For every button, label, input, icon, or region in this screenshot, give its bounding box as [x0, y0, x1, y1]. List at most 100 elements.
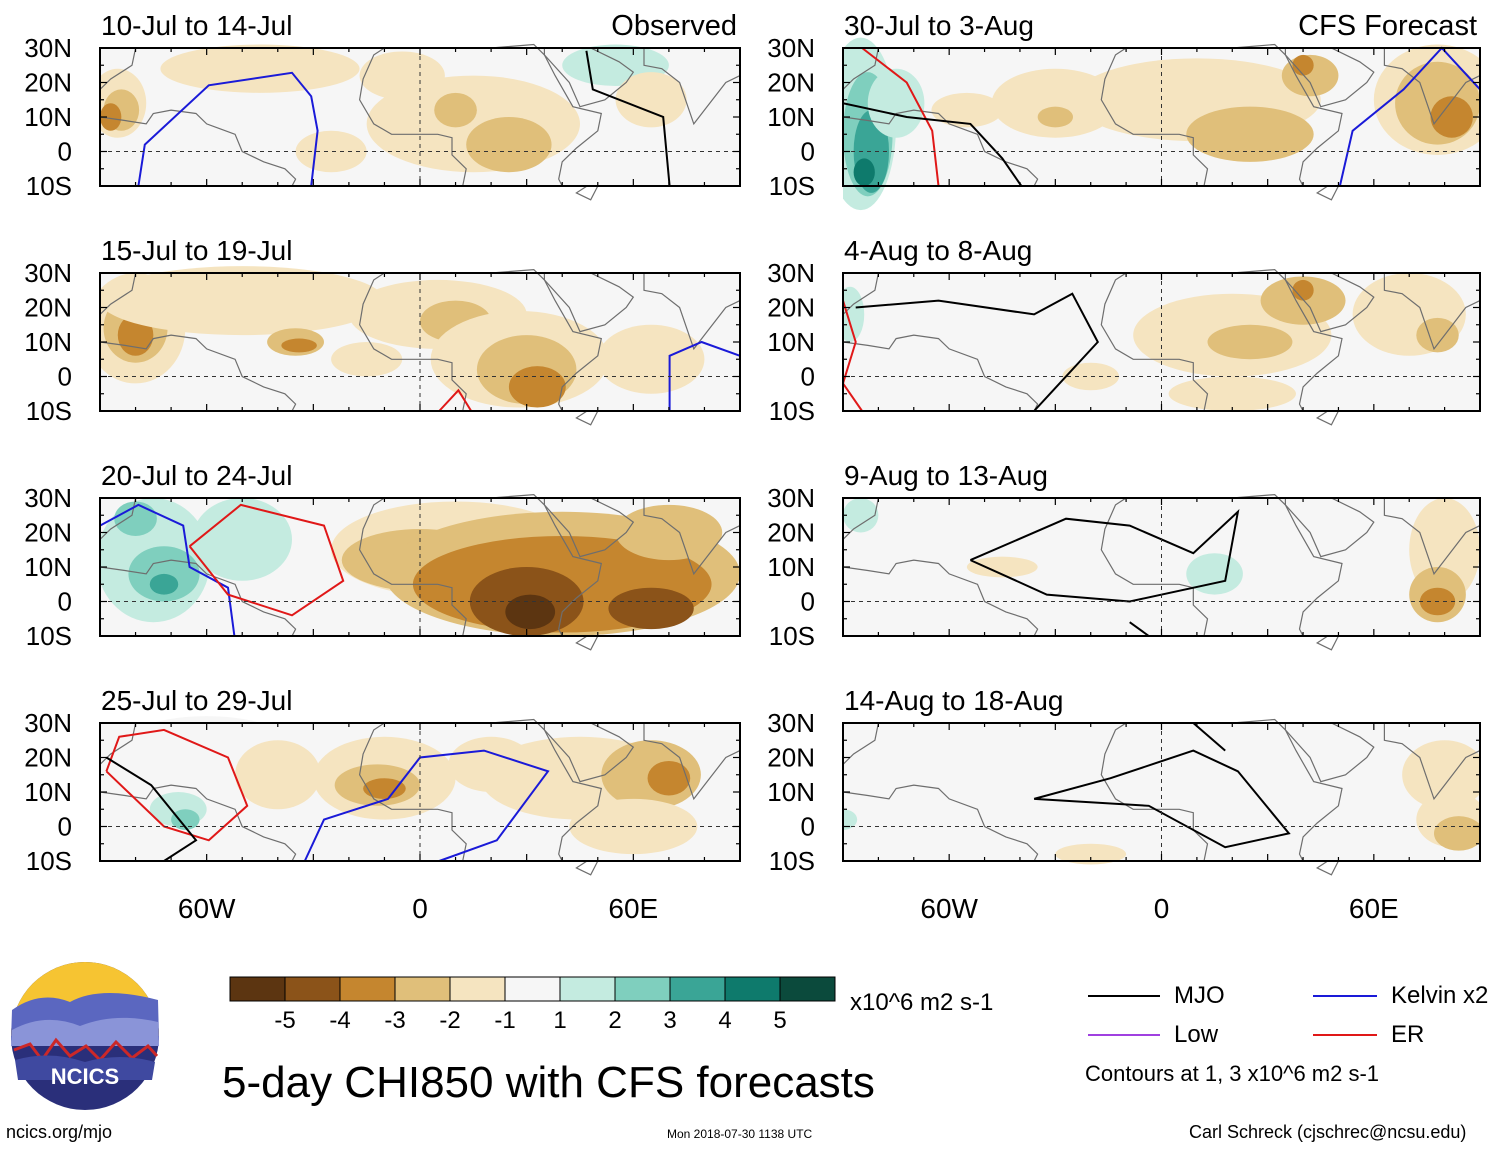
anomaly-shading [235, 740, 321, 810]
legend-item-low: Low [1088, 1021, 1218, 1049]
anomaly-shading [508, 366, 566, 408]
y-tick-label: 0 [801, 587, 815, 617]
anomaly-shading [1168, 376, 1296, 411]
panel-period-label: 14-Aug to 18-Aug [844, 685, 1064, 716]
ncics-logo: NCICS [11, 962, 159, 1110]
anomaly-shading [1062, 362, 1120, 391]
map-panel: 30N 20N 10N 0 10S 4-Aug to 8-Aug [767, 235, 1481, 426]
y-tick-label: 10N [24, 327, 72, 357]
coastline [843, 722, 880, 766]
wave-contour [668, 340, 740, 411]
coastline [1315, 635, 1340, 651]
y-tick-label: 10N [767, 777, 815, 807]
y-tick-label: 30N [24, 33, 72, 63]
y-tick-label: 20N [767, 518, 815, 548]
legend-label-low: Low [1174, 1021, 1219, 1048]
map-panel: 30N 20N 10N 0 10S 25-Jul to 29-Jul 60W 0 60E [24, 685, 741, 924]
y-tick-label: 30N [767, 483, 815, 513]
y-tick-label: 10S [26, 621, 72, 651]
map-panel: 30N 20N 10N 0 10S 9-Aug to 13-Aug [767, 460, 1481, 651]
y-tick-label: 10S [26, 846, 72, 876]
map-panel: 30N 20N 10N 0 10S 10-Jul to 14-Jul Observed [24, 10, 741, 201]
colorbar-tick-label: -1 [494, 1007, 516, 1034]
wave-contour [105, 756, 198, 862]
anomaly-shading [331, 342, 403, 377]
colorbar-tick-label: 1 [553, 1007, 567, 1034]
y-tick-label: 10S [26, 171, 72, 201]
y-tick-label: 10S [26, 396, 72, 426]
footer-credit: Carl Schreck (cjschrec@ncsu.edu) [1189, 1122, 1467, 1142]
legend-line-er [1313, 1034, 1377, 1036]
coastline [100, 559, 297, 637]
coastline [100, 272, 137, 316]
forecast-label: CFS Forecast [1298, 10, 1477, 42]
x-tick-label: 60W [920, 893, 978, 924]
anomaly-shading [1186, 106, 1314, 162]
colorbar-swatch [779, 976, 836, 1002]
anomaly-shading [615, 72, 687, 128]
anomaly-shading [1055, 843, 1127, 865]
anomaly-shading [1416, 317, 1459, 353]
x-tick-label: 0 [412, 893, 428, 924]
panel-period-label: 4-Aug to 8-Aug [844, 235, 1032, 266]
y-tick-label: 20N [24, 68, 72, 98]
coastline [575, 635, 599, 651]
y-tick-label: 30N [767, 33, 815, 63]
anomaly-shading [149, 573, 179, 595]
y-tick-label: 10S [769, 621, 815, 651]
y-tick-label: 10S [769, 396, 815, 426]
anomaly-shading [843, 498, 879, 533]
coastline [100, 109, 297, 187]
panel-background [843, 498, 1480, 636]
y-tick-label: 30N [24, 708, 72, 738]
y-tick-label: 10S [769, 171, 815, 201]
coastline [1315, 860, 1340, 876]
wave-contour [861, 47, 940, 187]
colorbar-swatch [394, 976, 451, 1002]
wave-contour [188, 503, 345, 617]
colorbar-tick-label: -3 [384, 1007, 406, 1034]
wave-contour [1192, 722, 1226, 752]
wave-contour [855, 292, 1100, 412]
footer-url[interactable]: ncics.org/mjo [6, 1122, 113, 1142]
wave-contour [105, 728, 249, 842]
anomaly-shading [1037, 106, 1074, 128]
coastline [843, 47, 880, 91]
y-tick-label: 10N [767, 102, 815, 132]
colorbar-swatch [614, 976, 671, 1002]
contour-note: Contours at 1, 3 x10^6 m2 s-1 [1085, 1061, 1380, 1086]
legend-line-mjo [1088, 995, 1160, 997]
coastline [575, 860, 599, 876]
anomaly-shading [100, 266, 385, 336]
x-tick-label: 60E [608, 893, 658, 924]
coastline [100, 47, 137, 91]
anomaly-shading [966, 556, 1038, 578]
wave-contour [843, 300, 863, 412]
wave-contour [303, 749, 550, 862]
legend-label-er: ER [1391, 1021, 1425, 1048]
anomaly-shading [363, 778, 406, 799]
legend-line-low [1088, 1034, 1160, 1036]
anomaly-shading [931, 92, 1003, 128]
panel-period-label: 15-Jul to 19-Jul [101, 235, 292, 266]
y-tick-label: 30N [767, 258, 815, 288]
y-tick-label: 0 [801, 137, 815, 167]
colorbar-tick-label: 4 [718, 1007, 732, 1034]
map-panel: 30N 20N 10N 0 10S 14-Aug to 18-Aug 60W 0 60E [767, 685, 1481, 924]
wave-contour [585, 50, 671, 187]
wave-contour [438, 388, 473, 412]
colorbar-units: x10^6 m2 s-1 [850, 989, 994, 1016]
coastline [1315, 410, 1340, 426]
observed-label: Observed [611, 10, 737, 42]
legend-label-mjo: MJO [1174, 982, 1225, 1009]
anomaly-shading [1260, 276, 1346, 325]
legend-item-mjo: MJO [1088, 982, 1225, 1010]
anomaly-shading [615, 504, 723, 561]
legend-item-kelvin: Kelvin x2 [1313, 982, 1488, 1010]
colorbar-tick-label: 3 [663, 1007, 677, 1034]
anomaly-shading [1430, 96, 1473, 138]
anomaly-shading [1292, 279, 1314, 301]
y-tick-label: 20N [767, 68, 815, 98]
y-tick-label: 20N [24, 293, 72, 323]
